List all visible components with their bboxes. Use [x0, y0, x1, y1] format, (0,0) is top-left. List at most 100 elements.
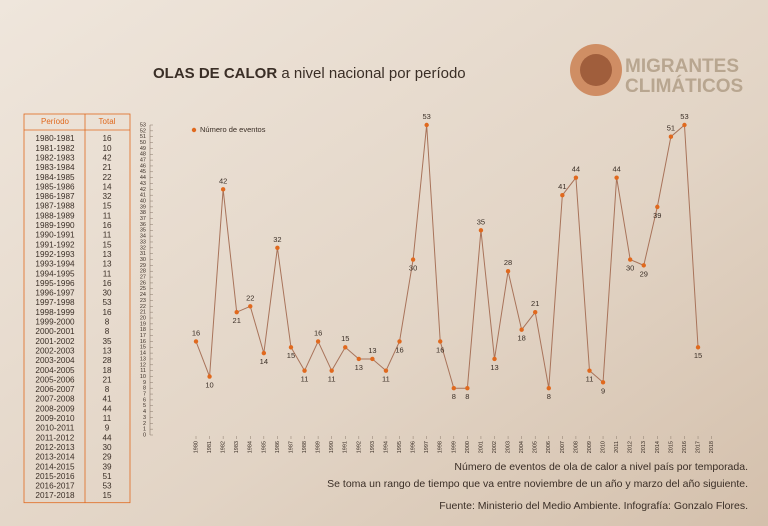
data-point [627, 257, 633, 262]
table-total: 53 [102, 482, 112, 491]
x-tick-label: 1980 [193, 441, 199, 453]
data-label: 22 [246, 293, 254, 302]
data-point [560, 192, 565, 198]
x-tick-label: 2009 [587, 441, 593, 453]
data-label: 16 [436, 345, 444, 354]
data-label: 11 [328, 375, 336, 384]
data-point [275, 245, 280, 251]
table-total: 21 [102, 375, 112, 384]
table-period: 2005-2006 [35, 375, 75, 384]
data-point [438, 339, 443, 344]
y-tick-label: 1 [143, 427, 146, 433]
source: Fuente: Ministerio del Medio Ambiente. I… [439, 500, 748, 512]
table-total: 44 [102, 433, 112, 442]
table-total: 8 [105, 318, 110, 327]
x-tick-label: 1985 [261, 441, 267, 453]
data-point [234, 309, 239, 315]
x-tick-label: 1987 [288, 441, 294, 453]
table-total: 29 [102, 453, 112, 462]
table-period: 2014-2015 [35, 462, 75, 471]
table-period: 2008-2009 [35, 404, 75, 413]
x-tick-label: 2006 [546, 441, 552, 453]
table-period: 1989-1990 [35, 221, 75, 230]
table-total: 51 [102, 472, 112, 481]
x-tick-label: 1990 [329, 441, 335, 453]
y-tick-label: 9 [143, 380, 146, 386]
y-tick-label: 32 [140, 245, 146, 251]
x-tick-label: 2007 [560, 441, 566, 453]
data-point [600, 380, 606, 385]
data-point [261, 350, 267, 356]
data-label: 39 [653, 211, 661, 220]
table-header: Período [41, 117, 70, 126]
table-total: 21 [102, 163, 112, 172]
y-tick-label: 33 [140, 239, 146, 245]
x-tick-label: 1981 [207, 441, 213, 453]
data-point [533, 309, 538, 315]
table-total: 11 [103, 269, 112, 278]
table-total: 11 [103, 231, 112, 240]
data-point [465, 386, 470, 391]
y-tick-label: 45 [140, 169, 146, 175]
data-point [207, 374, 212, 379]
data-label: 41 [558, 182, 566, 191]
data-label: 10 [205, 380, 213, 389]
y-tick-label: 31 [140, 251, 146, 257]
table-total: 9 [105, 424, 110, 433]
data-label: 8 [465, 392, 469, 401]
table-period: 1991-1992 [35, 240, 75, 249]
data-point [424, 122, 429, 128]
table-total: 15 [102, 491, 112, 500]
table-period: 1997-1998 [35, 298, 75, 307]
data-point [193, 339, 199, 344]
table-period: 1990-1991 [35, 231, 75, 240]
data-point [220, 187, 226, 192]
table-header: Total [99, 117, 116, 126]
data-label: 32 [273, 235, 281, 244]
y-tick-label: 17 [140, 333, 146, 339]
y-tick-label: 36 [140, 222, 146, 228]
y-tick-label: 48 [140, 152, 146, 158]
y-tick-label: 25 [140, 286, 146, 292]
table-period: 1982-1983 [35, 153, 75, 162]
data-label: 29 [640, 269, 648, 278]
y-tick-label: 53 [140, 122, 146, 128]
table-period: 1986-1987 [35, 192, 75, 201]
table-total: 32 [102, 192, 112, 201]
table-total: 42 [102, 153, 112, 162]
table-period: 2003-2004 [35, 356, 75, 365]
table-period: 1998-1999 [35, 308, 75, 317]
data-label: 13 [368, 346, 376, 355]
y-tick-label: 30 [140, 257, 146, 263]
data-label: 13 [490, 363, 498, 372]
data-label: 16 [395, 345, 403, 354]
data-label: 21 [531, 299, 539, 308]
x-tick-label: 1999 [451, 441, 457, 453]
y-tick-label: 10 [140, 374, 146, 380]
data-label: 44 [612, 165, 620, 174]
table-total: 8 [105, 327, 110, 336]
data-point [248, 304, 253, 309]
data-label: 13 [355, 363, 363, 372]
data-point [329, 368, 334, 373]
table-period: 2011-2012 [36, 433, 75, 442]
x-tick-label: 1992 [356, 441, 362, 453]
y-tick-label: 28 [140, 269, 146, 275]
y-tick-label: 52 [140, 128, 146, 134]
logo-text: MIGRANTES [625, 56, 739, 77]
data-point [315, 339, 321, 344]
y-tick-label: 12 [140, 362, 146, 368]
data-label: 15 [694, 351, 702, 360]
y-tick-label: 40 [140, 198, 146, 204]
table-period: 1996-1997 [35, 289, 75, 298]
table-period: 1984-1985 [35, 173, 75, 182]
table-total: 16 [102, 134, 112, 143]
table-total: 28 [102, 356, 112, 365]
table-total: 18 [102, 366, 112, 375]
table-total: 41 [102, 395, 112, 404]
x-tick-label: 2014 [655, 441, 661, 453]
table-period: 1981-1982 [35, 144, 75, 153]
data-point [397, 339, 402, 344]
table-total: 30 [102, 289, 112, 298]
table-period: 2002-2003 [35, 346, 75, 355]
